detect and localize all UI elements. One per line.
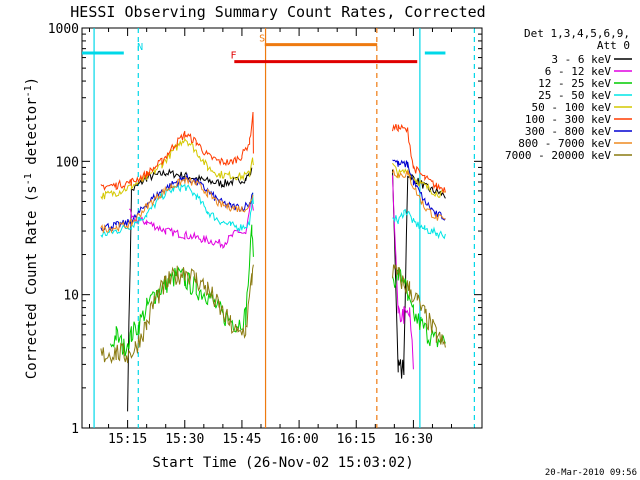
y-axis-label-sup2: -1	[23, 85, 34, 97]
x-tick-label: 15:30	[165, 432, 204, 447]
legend-header-0: Det 1,3,4,5,6,9,	[524, 27, 630, 40]
series-line-4-1	[392, 162, 446, 198]
series-line-5-1	[392, 123, 446, 195]
y-axis-label-sup1: -1	[23, 173, 34, 185]
series-lines	[100, 111, 446, 412]
legend-label: 25 - 50 keV	[538, 89, 611, 102]
plot-frame	[81, 27, 483, 429]
series-line-1-0	[128, 201, 254, 249]
y-axis-label-mid: detector	[24, 97, 40, 173]
series-line-2-0	[110, 224, 254, 357]
series-line-7-0	[100, 176, 254, 234]
axes: 15:15 15:30 15:45 16:00 16:15 16:30 1 10 100 1000	[48, 22, 482, 447]
y-tick-label: 10	[63, 289, 79, 304]
annotation-label-n: N	[137, 42, 143, 53]
legend-label: 50 - 100 keV	[532, 101, 612, 114]
y-tick-label: 1000	[48, 22, 79, 37]
y-axis-label-main: Corrected Count Rate (s	[24, 185, 40, 379]
legend-header-1: Att 0	[597, 39, 630, 52]
series-line-3-1	[392, 208, 446, 240]
footer-timestamp: 20-Mar-2010 09:56	[545, 468, 637, 478]
legend-label: 7000 - 20000 keV	[505, 149, 611, 162]
annotation-label-f: F	[230, 51, 236, 62]
x-axis-label: Start Time (26-Nov-02 15:03:02)	[152, 455, 413, 471]
legend-label: 6 - 12 keV	[545, 65, 612, 78]
x-tick-label: 15:15	[108, 432, 147, 447]
x-tick-label: 15:45	[222, 432, 261, 447]
y-tick-label: 1	[71, 422, 79, 437]
y-tick-label: 100	[56, 155, 79, 170]
series-line-6-1	[392, 159, 446, 221]
legend-label: 300 - 800 keV	[525, 125, 611, 138]
annotation-bars: N S F	[82, 28, 475, 428]
series-line-8-0	[100, 264, 254, 365]
y-axis-label: Corrected Count Rate (s-1 detector-1)	[23, 77, 40, 379]
legend-label: 12 - 25 keV	[538, 77, 611, 90]
chart-title: HESSI Observing Summary Count Rates, Cor…	[70, 3, 485, 21]
x-tick-label: 16:15	[337, 432, 376, 447]
y-axis-label-end: )	[24, 77, 40, 85]
series-line-5-0	[100, 111, 254, 191]
legend-label: 800 - 7000 keV	[518, 137, 611, 150]
series-line-8-1	[392, 264, 446, 348]
legend-label: 3 - 6 keV	[551, 53, 611, 66]
x-tick-label: 16:00	[280, 432, 319, 447]
plot-area	[81, 27, 483, 429]
legend-label: 100 - 300 keV	[525, 113, 611, 126]
series-line-4-0	[100, 137, 254, 201]
annotation-label-s: S	[259, 34, 265, 45]
x-tick-label: 16:30	[394, 432, 433, 447]
series-line-7-1	[392, 168, 446, 221]
